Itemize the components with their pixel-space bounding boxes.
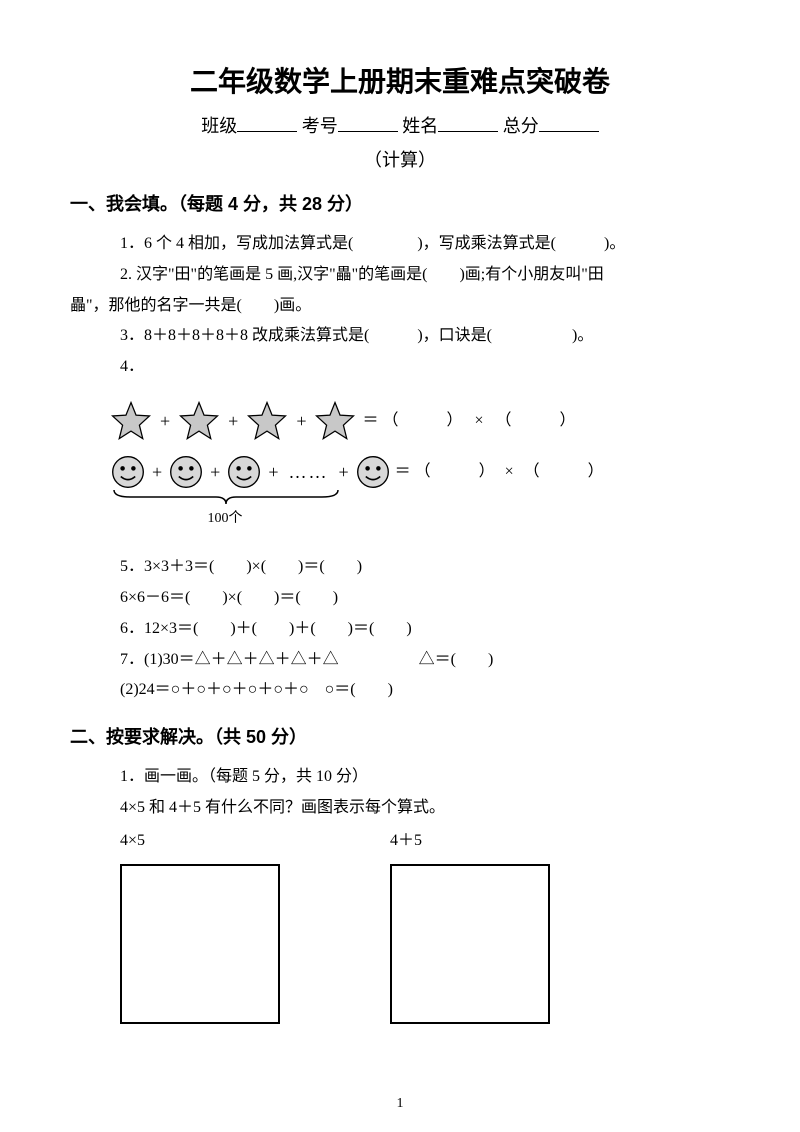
section2-content: 1．画一画。（每题 5 分，共 10 分） 4×5 和 4＋5 有什么不同？画图… <box>70 763 730 1023</box>
q7a-text: 7．(1)30＝△＋△＋△＋△＋△ △＝( ) <box>120 646 720 675</box>
total-label: 总分 <box>503 116 539 136</box>
plus-icon: + <box>160 405 170 437</box>
brace-icon <box>110 488 342 506</box>
star-row: + + + ＝ （ ） × （ ） <box>110 400 720 442</box>
section2-header: 二、按要求解决。（共 50 分） <box>70 723 730 749</box>
star-icon <box>178 400 220 442</box>
class-blank[interactable] <box>237 114 297 132</box>
q4-figure: + + + ＝ （ ） × （ ） + + + …… + ＝ （ ） × （ ） <box>110 400 720 531</box>
q4-text: 4． <box>120 353 720 382</box>
smile-row: + + + …… + ＝ （ ） × （ ） <box>110 454 720 490</box>
name-blank[interactable] <box>438 114 498 132</box>
q5a-text: 5．3×3＋3＝( )×( )＝( ) <box>120 553 720 582</box>
star-icon <box>314 400 356 442</box>
smile-eq-right: （ ） <box>524 458 604 487</box>
label-4x5: 4×5 <box>120 827 390 856</box>
s2-q1a-text: 1．画一画。（每题 5 分，共 10 分） <box>120 763 720 792</box>
smile-icon <box>110 454 146 490</box>
q7b-text: (2)24＝○＋○＋○＋○＋○＋○ ○＝( ) <box>120 676 720 705</box>
smile-eq-left: ＝ （ ） <box>395 458 495 487</box>
ellipsis: …… <box>288 456 328 488</box>
answer-boxes <box>120 864 720 1024</box>
answer-box-left[interactable] <box>120 864 280 1024</box>
class-label: 班级 <box>201 116 237 136</box>
star-icon <box>246 400 288 442</box>
plus-icon: + <box>210 456 220 488</box>
s2-q1b-text: 4×5 和 4＋5 有什么不同？画图表示每个算式。 <box>120 794 720 823</box>
brace-label: 100个 <box>110 506 340 531</box>
subtitle: （计算） <box>70 146 730 172</box>
star-eq-right: （ ） <box>496 407 576 436</box>
plus-icon: + <box>152 456 162 488</box>
plus-icon: + <box>268 456 278 488</box>
total-blank[interactable] <box>539 114 599 132</box>
star-eq-left: ＝ （ ） <box>362 407 462 436</box>
page-title: 二年级数学上册期末重难点突破卷 <box>70 60 730 100</box>
brace-container: 100个 <box>110 488 720 531</box>
student-info-line: 班级 考号 姓名 总分 <box>70 112 730 138</box>
smile-icon <box>355 454 391 490</box>
section1-header: 一、我会填。（每题 4 分，共 28 分） <box>70 190 730 216</box>
answer-box-right[interactable] <box>390 864 550 1024</box>
plus-icon: + <box>228 405 238 437</box>
exam-no-blank[interactable] <box>338 114 398 132</box>
smile-eq-mid: × <box>505 458 514 487</box>
smile-icon <box>168 454 204 490</box>
plus-icon: + <box>338 456 348 488</box>
q3-text: 3．8＋8＋8＋8＋8 改成乘法算式是( )，口诀是( )。 <box>120 322 720 351</box>
star-eq-mid: × <box>474 407 483 436</box>
page-number: 1 <box>0 1096 800 1112</box>
q6-text: 6．12×3＝( )＋( )＋( )＝( ) <box>120 615 720 644</box>
label-4plus5: 4＋5 <box>390 827 422 856</box>
q2b-text: 畾"，那他的名字一共是( )画。 <box>70 292 720 321</box>
q5b-text: 6×6－6＝( )×( )＝( ) <box>120 584 720 613</box>
exam-no-label: 考号 <box>302 116 338 136</box>
smile-icon <box>226 454 262 490</box>
q1-text: 1．6 个 4 相加，写成加法算式是( )，写成乘法算式是( )。 <box>120 230 720 259</box>
star-icon <box>110 400 152 442</box>
plus-icon: + <box>296 405 306 437</box>
name-label: 姓名 <box>402 116 438 136</box>
q2a-text: 2. 汉字"田"的笔画是 5 画,汉字"畾"的笔画是( )画;有个小朋友叫"田 <box>120 261 720 290</box>
section1-content: 1．6 个 4 相加，写成加法算式是( )，写成乘法算式是( )。 2. 汉字"… <box>70 230 730 705</box>
box-labels: 4×5 4＋5 <box>120 827 720 856</box>
